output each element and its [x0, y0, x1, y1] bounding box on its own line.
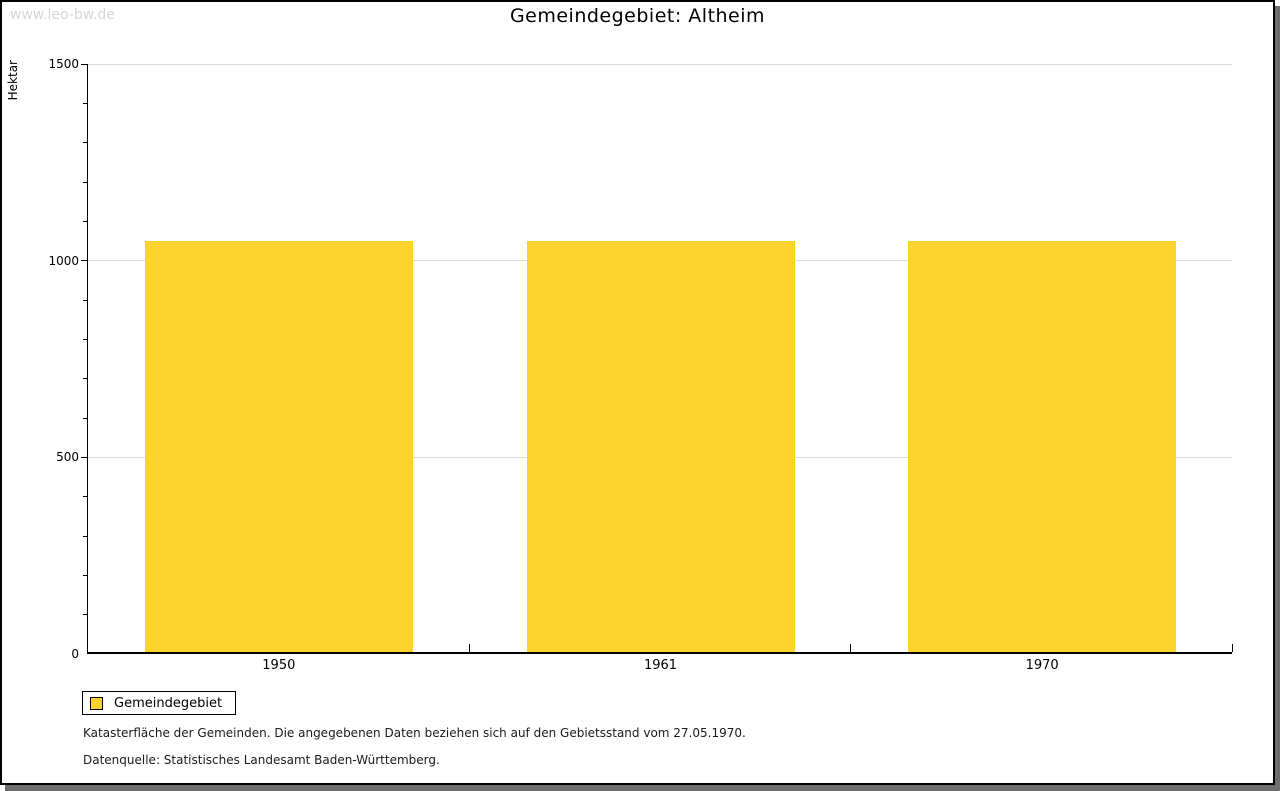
legend-swatch [90, 696, 103, 710]
chart-title: Gemeindegebiet: Altheim [509, 5, 766, 27]
y-axis-minor-tick-900 [83, 299, 88, 301]
bar-1961 [526, 241, 795, 652]
y-axis-minor-tick-300 [83, 535, 88, 537]
x-axis-tick-3 [1232, 644, 1233, 652]
legend-label: Gemeindegebiet [114, 695, 223, 711]
y-axis-tick-label-500: 500 [56, 450, 79, 465]
x-axis-tick-1 [468, 644, 470, 652]
y-axis-tick-label-1000: 1000 [48, 253, 79, 268]
y-axis-minor-tick-1100 [83, 220, 88, 222]
y-axis-tick-500 [81, 456, 88, 458]
x-axis-category-label-1970: 1970 [1025, 658, 1059, 673]
y-axis-tick-1500 [81, 63, 88, 65]
plot-area: 0 500 1000 1500 1950 1961 1970 [48, 57, 1233, 673]
y-axis-minor-tick-700 [83, 378, 88, 380]
legend: Gemeindegebiet [82, 691, 237, 715]
footer-note: Katasterfläche der Gemeinden. Die angege… [83, 726, 746, 740]
x-axis-category-label-1961: 1961 [643, 658, 678, 673]
y-axis-minor-tick-1300 [83, 142, 88, 144]
bar-1950 [144, 241, 413, 652]
y-axis-minor-tick-600 [83, 417, 88, 419]
y-axis-tick-1000 [81, 260, 88, 262]
x-axis-category-label-1950: 1950 [262, 658, 296, 673]
x-axis-tick-2 [850, 644, 852, 652]
y-axis-minor-tick-800 [83, 338, 88, 340]
y-axis-minor-tick-1400 [83, 102, 88, 104]
site-watermark: www.leo-bw.de [10, 7, 115, 23]
y-axis-minor-tick-100 [83, 614, 88, 616]
footer-source: Datenquelle: Statistisches Landesamt Bad… [83, 753, 440, 767]
y-axis-tick-label-1500: 1500 [48, 57, 79, 71]
y-axis-minor-tick-200 [83, 574, 88, 576]
y-axis-minor-tick-400 [83, 496, 88, 498]
gridline-1500 [88, 63, 1232, 65]
y-axis-tick-label-0: 0 [71, 647, 79, 661]
bar-1970 [908, 241, 1177, 652]
y-axis-minor-tick-1200 [83, 181, 88, 183]
